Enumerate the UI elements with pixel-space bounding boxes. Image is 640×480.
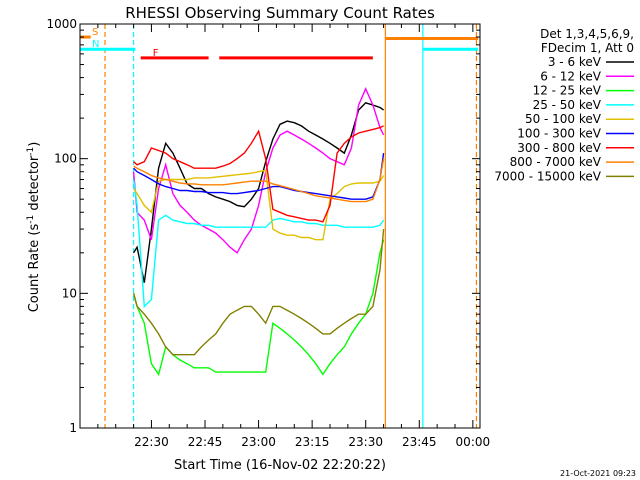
series-line-3: [132, 179, 385, 308]
legend-label-6: 300 - 800 keV: [517, 141, 601, 155]
legend: Det 1,3,4,5,6,9,FDecim 1, Att 03 - 6 keV…: [494, 27, 634, 183]
x-tick-label-3: 23:15: [295, 435, 330, 449]
y-axis-label: Count Rate (s-1 detector-1): [26, 142, 42, 313]
state-bars: SN F: [80, 27, 479, 60]
legend-label-2: 12 - 25 keV: [533, 84, 602, 98]
series-line-6: [133, 125, 384, 223]
y-tick-label-2: 100: [54, 152, 77, 166]
legend-label-0: 3 - 6 keV: [548, 55, 602, 69]
series-line-5: [133, 153, 385, 200]
legend-label-8: 7000 - 15000 keV: [494, 169, 601, 183]
series-lines: [132, 87, 385, 377]
legend-label-3: 25 - 50 keV: [533, 98, 602, 112]
series-line-7: [133, 158, 385, 203]
x-tick-label-5: 23:45: [402, 435, 437, 449]
x-axis-label: Start Time (16-Nov-02 22:20:22): [174, 458, 386, 473]
x-tick-label-2: 23:00: [241, 435, 276, 449]
y-axis-label-sup-1: -1: [26, 215, 36, 224]
legend-header-0: Det 1,3,4,5,6,9,: [540, 27, 634, 41]
plot-frame: [79, 23, 481, 429]
x-tick-label-6: 00:00: [456, 435, 491, 449]
state-bar-label-0: S: [92, 27, 98, 38]
y-tick-label-0: 1: [69, 421, 77, 435]
y-axis-label-sup-2: -1: [26, 147, 36, 156]
series-line-8: [132, 229, 385, 356]
y-axis-label-main: Count Rate (s: [27, 224, 42, 313]
footer-date: 21-Oct-2021 09:23: [560, 469, 636, 478]
legend-header-1: FDecim 1, Att 0: [541, 41, 634, 55]
y-tick-label-3: 1000: [46, 17, 77, 31]
state-bar-label-4: F: [153, 48, 159, 59]
y-axis-label-mid: detector: [27, 155, 42, 215]
axes: 1 10 100 1000 22:30 22:45 23:00 23:15 23:30 23:45…: [46, 17, 490, 449]
x-tick-label-4: 23:30: [348, 435, 383, 449]
series-line-4: [133, 169, 385, 241]
y-axis-label-end: ): [27, 142, 42, 147]
state-change-lines: [104, 24, 478, 428]
chart-title: RHESSI Observing Summary Count Rates: [125, 4, 435, 22]
legend-label-7: 800 - 7000 keV: [510, 155, 602, 169]
legend-label-5: 100 - 300 keV: [517, 127, 601, 141]
x-tick-label-1: 22:45: [188, 435, 223, 449]
series-line-1: [132, 87, 385, 254]
x-tick-label-0: 22:30: [134, 435, 169, 449]
series-line-0: [133, 102, 384, 283]
y-tick-label-1: 10: [62, 286, 77, 300]
legend-label-1: 6 - 12 keV: [540, 69, 602, 83]
legend-label-4: 50 - 100 keV: [525, 112, 602, 126]
state-bar-label-1: N: [92, 39, 99, 50]
